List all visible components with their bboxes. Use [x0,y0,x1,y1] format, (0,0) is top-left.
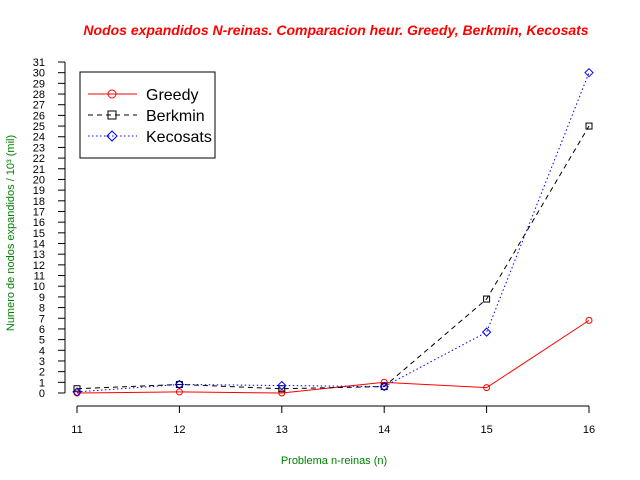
y-tick-label: 11 [34,271,45,283]
y-tick-label: 25 [33,121,45,133]
y-tick-label: 0 [39,388,45,400]
legend-label-berkmin: Berkmin [146,108,205,125]
axes: 0123456789101112131415161718192021222324… [33,57,595,436]
series-line-greedy [76,319,590,394]
x-tick-label: 11 [71,424,82,436]
y-tick-label: 14 [33,239,45,251]
y-tick-label: 28 [33,89,45,101]
series-line-berkmin [76,125,590,390]
data-point-greedy [380,378,388,386]
data-point-kecosats [379,381,389,392]
y-tick-label: 24 [33,132,45,144]
y-tick-label: 17 [33,206,45,218]
legend-marker-berkmin [107,110,117,120]
series-greedy [73,316,593,397]
x-tick-label: 16 [583,424,595,436]
data-point-kecosats [174,379,185,390]
y-tick-label: 9 [39,292,45,304]
data-point-kecosats [584,67,594,78]
legend-marker-kecosats [106,130,118,142]
y-tick-label: 8 [39,303,45,315]
legend: Greedy Berkmin Kecosats [79,71,216,159]
data-point-berkmin [483,295,491,303]
y-tick-label: 6 [39,324,45,336]
data-point-kecosats [277,380,287,391]
data-point-greedy [585,316,593,324]
y-tick-label: 18 [33,196,45,208]
y-tick-label: 2 [39,367,45,379]
legend-marker-greedy [107,89,117,99]
series-line-kecosats [76,72,590,393]
x-tick-label: 14 [378,424,390,436]
y-tick-label: 13 [33,249,45,261]
y-tick-label: 16 [33,217,45,229]
x-tick-label: 12 [173,424,185,436]
y-tick-label: 31 [33,57,45,69]
y-tick-label: 26 [33,110,45,122]
y-tick-label: 1 [39,377,45,389]
chart-title: Nodos expandidos N-reinas. Comparacion h… [83,22,588,38]
y-tick-label: 15 [33,228,45,240]
y-tick-label: 21 [33,164,45,176]
data-point-berkmin [175,380,183,388]
y-axis-label: Numero de nodos expandidos / 10³ (mil) [5,135,17,331]
series-kecosats [72,67,594,397]
legend-label-greedy: Greedy [146,87,198,104]
legend-label-kecosats: Kecosats [146,129,212,146]
y-tick-label: 27 [33,100,45,112]
y-tick-label: 30 [33,68,45,80]
data-point-kecosats [72,387,82,397]
y-tick-label: 23 [33,142,45,154]
y-tick-label: 10 [33,281,45,293]
legend-box [79,71,216,159]
data-point-greedy [483,384,491,392]
series-group [72,67,594,397]
data-point-kecosats [481,327,492,337]
x-tick-label: 15 [480,424,492,436]
x-axis-label: Problema n-reinas (n) [281,455,387,467]
y-tick-label: 22 [33,153,45,165]
y-tick-label: 19 [33,185,45,197]
y-tick-label: 29 [33,78,45,90]
y-tick-label: 20 [33,174,45,186]
y-tick-label: 7 [39,313,45,325]
y-tick-label: 4 [39,345,45,357]
y-tick-label: 12 [33,260,45,272]
y-tick-label: 5 [39,335,45,347]
y-tick-label: 3 [39,356,45,368]
series-berkmin [73,122,593,393]
data-point-berkmin [585,122,593,130]
x-tick-label: 13 [276,424,288,436]
